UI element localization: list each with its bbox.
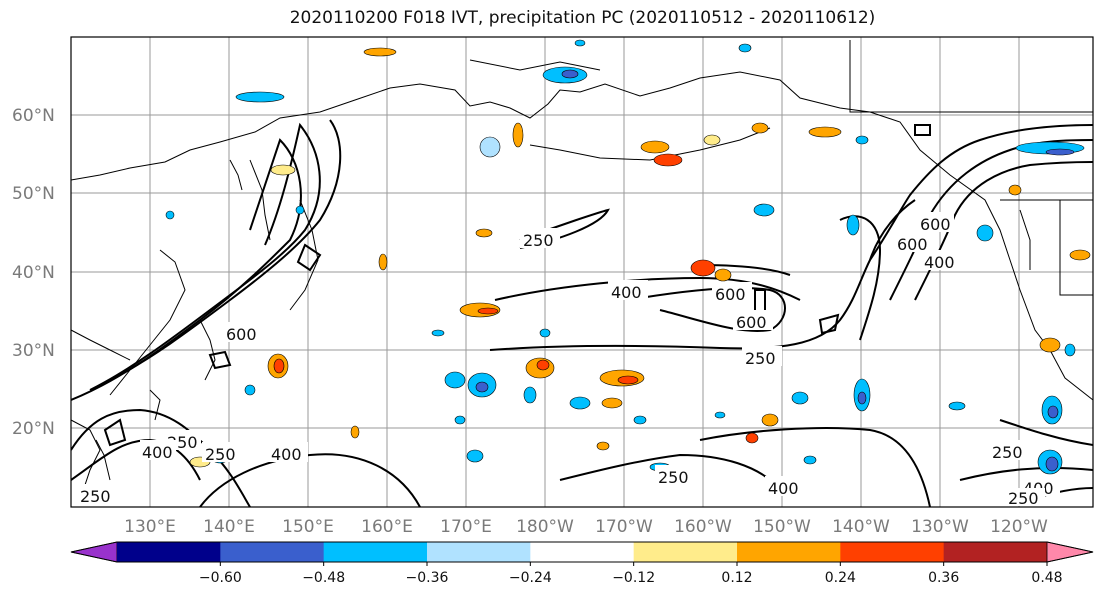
colorbar-segment — [323, 542, 428, 562]
lon-label: 130°W — [911, 517, 969, 537]
map-area: 250 400 600 600 600 600 400 250 250 400 … — [71, 37, 1093, 508]
contour-label: 600 — [226, 325, 257, 344]
colorbar: −0.60 −0.48 −0.36 −0.24 −0.12 0.12 0.24 0.36 0.4… — [70, 541, 1094, 586]
gridlines — [71, 37, 1093, 507]
contour-label: 250 — [205, 445, 236, 464]
colorbar-segment — [117, 542, 221, 562]
longitude-labels: 130°E 140°E 150°E 160°E 170°E 180°W 170°… — [124, 517, 1048, 537]
contour-label: 250 — [80, 487, 111, 506]
colorbar-tick-label: −0.24 — [509, 570, 552, 586]
contour-label: 400 — [924, 253, 955, 272]
lon-label: 150°E — [282, 517, 334, 537]
lat-label: 60°N — [12, 106, 55, 126]
colorbar-tick-label: −0.12 — [612, 570, 655, 586]
contour-label: 600 — [736, 313, 767, 332]
contour-label: 250 — [745, 349, 776, 368]
map-frame — [70, 36, 1094, 508]
colorbar-extend-low — [70, 541, 118, 563]
contour-label: 400 — [611, 283, 642, 302]
contour-label: 250 — [658, 468, 689, 487]
colorbar-segment — [633, 542, 738, 562]
colorbar-segment — [220, 542, 325, 562]
lon-label: 160°E — [361, 517, 413, 537]
colorbar-tick-label: −0.48 — [302, 570, 345, 586]
colorbar-tick-label: 0.48 — [1031, 570, 1062, 586]
colorbar-tick-label: −0.60 — [199, 570, 242, 586]
lon-label: 170°W — [595, 517, 653, 537]
contour-label: 600 — [897, 235, 928, 254]
lat-label: 30°N — [12, 341, 55, 361]
colorbar-segment — [737, 542, 841, 562]
lat-label: 50°N — [12, 184, 55, 204]
lon-label: 150°W — [753, 517, 811, 537]
colorbar-tick-label: 0.12 — [721, 570, 752, 586]
colorbar-extend-high — [1046, 541, 1094, 563]
colorbar-tick-label: −0.36 — [406, 570, 449, 586]
lat-label: 40°N — [12, 263, 55, 283]
colorbar-tick-label: 0.36 — [928, 570, 959, 586]
colorbar-segment — [530, 542, 635, 562]
latitude-labels: 60°N 50°N 40°N 30°N 20°N — [12, 106, 55, 439]
map-title: 2020110200 F018 IVT, precipitation PC (2… — [289, 8, 876, 28]
contour-label: 250 — [992, 443, 1023, 462]
lon-label: 180°W — [516, 517, 574, 537]
colorbar-segment — [943, 542, 1048, 562]
contour-label-group: 250 400 600 600 600 600 400 250 250 400 … — [78, 212, 1060, 508]
colorbar-segment — [840, 542, 945, 562]
contour-label: 250 — [523, 231, 554, 250]
contour-label: 600 — [715, 285, 746, 304]
lon-label: 140°E — [203, 517, 255, 537]
lat-label: 20°N — [12, 419, 55, 439]
lon-label: 120°W — [990, 517, 1048, 537]
contour-label: 600 — [920, 215, 951, 234]
contour-label: 400 — [768, 479, 799, 498]
ivt-contours — [71, 119, 1093, 507]
lon-label: 130°E — [124, 517, 176, 537]
colorbar-segment — [427, 542, 531, 562]
lon-label: 140°W — [832, 517, 890, 537]
contour-label: 400 — [271, 445, 302, 464]
colorbar-outline — [70, 541, 1094, 563]
lon-label: 170°E — [440, 517, 492, 537]
colorbar-tick-label: 0.24 — [825, 570, 856, 586]
lon-label: 160°W — [674, 517, 732, 537]
contour-label: 400 — [142, 443, 173, 462]
contour-label: 250 — [1008, 489, 1039, 508]
